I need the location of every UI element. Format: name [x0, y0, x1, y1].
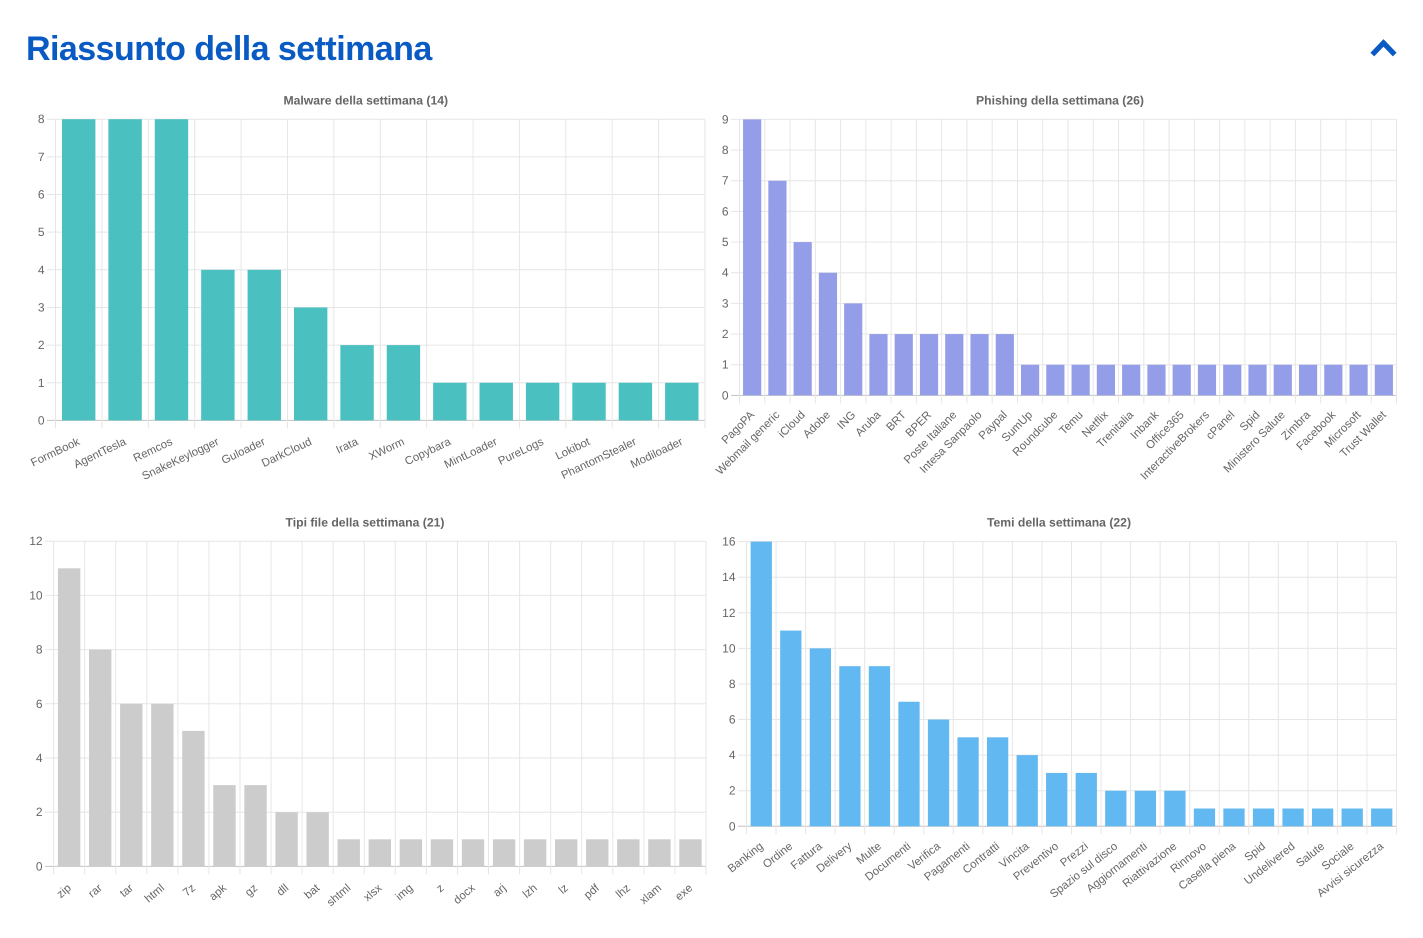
- svg-text:zip: zip: [55, 882, 74, 901]
- svg-text:5: 5: [722, 235, 729, 249]
- svg-text:2: 2: [38, 338, 45, 352]
- svg-text:Ordine: Ordine: [761, 840, 795, 871]
- svg-text:4: 4: [729, 748, 736, 762]
- svg-text:0: 0: [722, 388, 729, 402]
- svg-text:6: 6: [729, 713, 736, 727]
- svg-text:2: 2: [729, 784, 736, 798]
- svg-text:1: 1: [38, 376, 45, 390]
- svg-text:tar: tar: [118, 882, 136, 900]
- svg-text:12: 12: [722, 606, 736, 620]
- svg-text:docx: docx: [452, 882, 478, 907]
- svg-text:8: 8: [38, 112, 45, 126]
- svg-text:xlam: xlam: [638, 882, 664, 907]
- svg-text:4: 4: [36, 751, 43, 765]
- svg-text:xlsx: xlsx: [362, 882, 385, 904]
- svg-text:gz: gz: [243, 882, 260, 899]
- svg-text:exe: exe: [673, 882, 695, 903]
- svg-text:shtml: shtml: [325, 882, 353, 909]
- svg-text:7z: 7z: [181, 882, 198, 899]
- svg-text:arj: arj: [491, 882, 508, 899]
- svg-text:9: 9: [722, 112, 729, 126]
- svg-text:1: 1: [722, 358, 729, 372]
- svg-text:12: 12: [29, 534, 43, 548]
- svg-text:Temi della settimana (22): Temi della settimana (22): [987, 516, 1131, 530]
- svg-text:XWorm: XWorm: [367, 436, 406, 463]
- svg-text:z: z: [434, 882, 446, 895]
- svg-text:16: 16: [722, 535, 736, 549]
- svg-text:0: 0: [38, 413, 45, 427]
- svg-text:8: 8: [729, 677, 736, 691]
- svg-text:7: 7: [38, 150, 45, 164]
- svg-text:lhz: lhz: [614, 882, 633, 901]
- svg-text:14: 14: [722, 570, 736, 584]
- svg-text:Irata: Irata: [334, 436, 360, 457]
- svg-text:10: 10: [29, 588, 43, 602]
- svg-text:iCloud: iCloud: [776, 409, 807, 440]
- svg-text:MintLoader: MintLoader: [443, 436, 500, 471]
- svg-text:7: 7: [722, 174, 729, 188]
- svg-text:Malware della settimana (14): Malware della settimana (14): [283, 94, 448, 108]
- svg-text:dll: dll: [275, 882, 291, 899]
- svg-text:6: 6: [722, 204, 729, 218]
- svg-text:SnakeKeylogger: SnakeKeylogger: [140, 436, 221, 483]
- svg-text:8: 8: [722, 143, 729, 157]
- svg-text:pdf: pdf: [582, 882, 602, 902]
- svg-text:3: 3: [722, 296, 729, 310]
- svg-text:AgentTesla: AgentTesla: [72, 436, 129, 471]
- svg-text:lz: lz: [557, 882, 571, 897]
- svg-text:Tipi file della settimana (21): Tipi file della settimana (21): [286, 516, 445, 530]
- svg-text:2: 2: [722, 327, 729, 341]
- svg-text:Adobe: Adobe: [801, 409, 833, 441]
- svg-text:5: 5: [38, 225, 45, 239]
- svg-text:apk: apk: [207, 882, 229, 903]
- svg-text:Guloader: Guloader: [220, 436, 268, 467]
- svg-text:bat: bat: [302, 882, 322, 902]
- svg-text:Banking: Banking: [726, 840, 766, 875]
- svg-text:3: 3: [38, 300, 45, 314]
- svg-text:10: 10: [722, 641, 736, 655]
- svg-text:2: 2: [36, 805, 43, 819]
- svg-text:cPanel: cPanel: [1204, 409, 1237, 442]
- svg-text:PureLogs: PureLogs: [496, 436, 545, 468]
- svg-text:Modiloader: Modiloader: [629, 436, 685, 471]
- svg-text:8: 8: [36, 643, 43, 657]
- svg-text:6: 6: [38, 188, 45, 202]
- svg-text:Phishing della settimana (26): Phishing della settimana (26): [976, 94, 1144, 108]
- svg-text:4: 4: [722, 266, 729, 280]
- svg-text:4: 4: [38, 263, 45, 277]
- svg-text:0: 0: [36, 859, 43, 873]
- svg-text:6: 6: [36, 697, 43, 711]
- svg-text:html: html: [143, 882, 167, 905]
- svg-text:Aruba: Aruba: [854, 409, 884, 439]
- svg-text:0: 0: [729, 819, 736, 833]
- svg-text:lzh: lzh: [521, 882, 540, 901]
- svg-text:img: img: [394, 882, 416, 903]
- svg-text:DarkCloud: DarkCloud: [260, 436, 314, 470]
- svg-text:rar: rar: [86, 882, 105, 900]
